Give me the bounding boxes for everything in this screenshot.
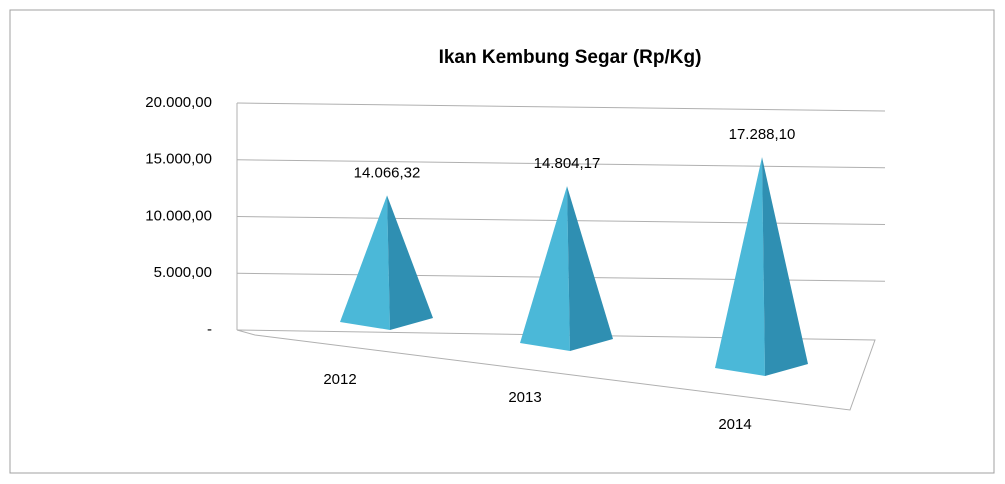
pyramid-face-left [520,186,570,351]
pyramid-face-left [340,195,390,330]
pyramid-face-left [715,157,765,376]
chart-title: Ikan Kembung Segar (Rp/Kg) [439,47,702,68]
pyramid-face-right [567,186,613,351]
pyramid [715,157,808,376]
floor [236,329,876,411]
grid-line [236,159,886,169]
x-tick-label: 2014 [718,416,751,433]
y-tick-label: 15.000,00 [145,151,212,168]
chart-border [9,9,995,474]
y-tick-label: - [207,321,212,338]
grid-line [236,102,886,112]
value-label: 14.066,32 [354,164,421,181]
pyramid [340,195,433,330]
y-tick-label: 10.000,00 [145,207,212,224]
pyramid-face-right [762,157,808,376]
value-label: 14.804,17 [534,155,601,172]
y-tick-label: 20.000,00 [145,94,212,111]
value-label: 17.288,10 [729,126,796,143]
pyramid-face-right [387,195,433,330]
y-tick-label: 5.000,00 [154,264,212,281]
pyramid [520,186,613,351]
x-tick-label: 2013 [508,389,541,406]
x-tick-label: 2012 [323,371,356,388]
